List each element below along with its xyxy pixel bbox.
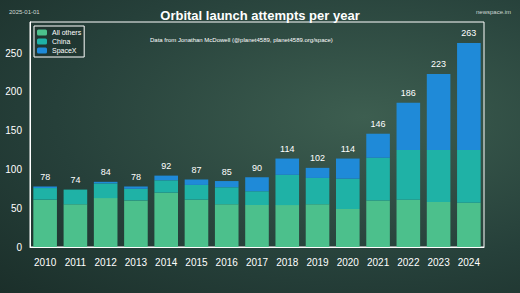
svg-text:74: 74: [70, 175, 80, 185]
svg-text:2020: 2020: [337, 257, 360, 268]
svg-text:2023: 2023: [427, 257, 450, 268]
svg-text:2013: 2013: [125, 257, 148, 268]
svg-text:250: 250: [5, 48, 22, 59]
svg-text:2021: 2021: [367, 257, 390, 268]
svg-text:2022: 2022: [397, 257, 420, 268]
svg-text:114: 114: [341, 144, 355, 154]
svg-text:146: 146: [371, 119, 386, 129]
svg-text:84: 84: [101, 167, 111, 177]
svg-text:100: 100: [5, 164, 22, 175]
svg-text:2011: 2011: [65, 257, 87, 268]
svg-text:78: 78: [40, 172, 50, 182]
svg-text:Orbital launch attempts per ye: Orbital launch attempts per year: [160, 8, 359, 23]
svg-text:85: 85: [222, 167, 232, 177]
svg-text:2018: 2018: [276, 257, 299, 268]
svg-text:2019: 2019: [306, 257, 329, 268]
svg-text:78: 78: [131, 172, 141, 182]
svg-text:All others: All others: [52, 29, 82, 36]
svg-text:263: 263: [461, 28, 476, 38]
svg-text:2016: 2016: [216, 257, 239, 268]
svg-text:200: 200: [5, 86, 22, 97]
svg-text:102: 102: [310, 153, 325, 163]
svg-text:SpaceX: SpaceX: [52, 47, 77, 55]
svg-text:150: 150: [5, 125, 22, 136]
svg-text:92: 92: [161, 161, 171, 171]
svg-text:2012: 2012: [95, 257, 118, 268]
svg-text:newspace.im: newspace.im: [476, 9, 511, 15]
svg-text:0: 0: [16, 242, 22, 253]
svg-text:186: 186: [401, 88, 416, 98]
svg-text:2014: 2014: [155, 257, 178, 268]
svg-text:114: 114: [280, 144, 294, 154]
svg-text:2024: 2024: [458, 257, 481, 268]
svg-text:2017: 2017: [246, 257, 269, 268]
svg-text:223: 223: [431, 59, 446, 69]
svg-text:2025-01-01: 2025-01-01: [9, 9, 40, 15]
svg-text:87: 87: [191, 165, 201, 175]
svg-text:China: China: [52, 38, 70, 45]
svg-text:2015: 2015: [185, 257, 208, 268]
svg-text:2010: 2010: [34, 257, 57, 268]
svg-text:50: 50: [11, 203, 23, 214]
svg-text:Data from Jonathan McDowell (@: Data from Jonathan McDowell (@planet4589…: [150, 37, 333, 43]
svg-text:90: 90: [252, 163, 262, 173]
